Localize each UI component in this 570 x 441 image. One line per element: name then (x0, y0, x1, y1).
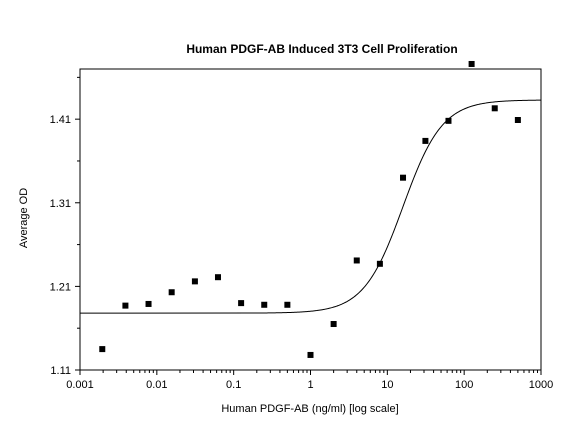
data-point (514, 117, 521, 123)
x-axis-label: Human PDGF-AB (ng/ml) [log scale] (221, 403, 398, 415)
data-point (238, 300, 245, 307)
fit-curve-layer (79, 99, 542, 314)
x-tick-label: 10 (381, 379, 393, 391)
data-point (191, 278, 198, 285)
x-tick-label: 100 (455, 379, 473, 391)
y-tick-label: 1.21 (50, 281, 71, 293)
plot-frame (79, 68, 542, 371)
data-point (168, 289, 175, 296)
data-point (445, 117, 452, 124)
y-axis-label: Average OD (18, 188, 30, 248)
chart-title: Human PDGF-AB Induced 3T3 Cell Prolifera… (186, 42, 457, 56)
data-point (376, 260, 383, 267)
data-point (122, 302, 129, 309)
data-point (422, 137, 429, 144)
data-point (214, 274, 221, 281)
x-tick-label: 0.001 (66, 379, 94, 391)
x-tick-label: 0.1 (226, 379, 241, 391)
data-point (261, 301, 268, 308)
axis-ticks: 0.001 0.01 0.1 1 10 100 1000 1.11 1.21 1.31 1.41 (50, 76, 553, 391)
data-point (307, 351, 314, 358)
x-tick-label: 0.01 (146, 379, 167, 391)
y-tick-label: 1.31 (50, 198, 71, 210)
x-tick-label: 1 (307, 379, 313, 391)
data-point (145, 300, 152, 307)
fit-curve (79, 99, 542, 314)
data-point (284, 301, 291, 308)
x-tick-label: 1000 (529, 379, 553, 391)
data-point (468, 60, 475, 67)
data-points (99, 60, 521, 358)
data-point (353, 257, 360, 264)
data-point (400, 174, 407, 181)
data-point (330, 321, 337, 328)
y-tick-label: 1.41 (50, 114, 71, 126)
data-point (491, 105, 498, 112)
data-point (99, 346, 106, 353)
y-tick-label: 1.11 (50, 365, 71, 377)
